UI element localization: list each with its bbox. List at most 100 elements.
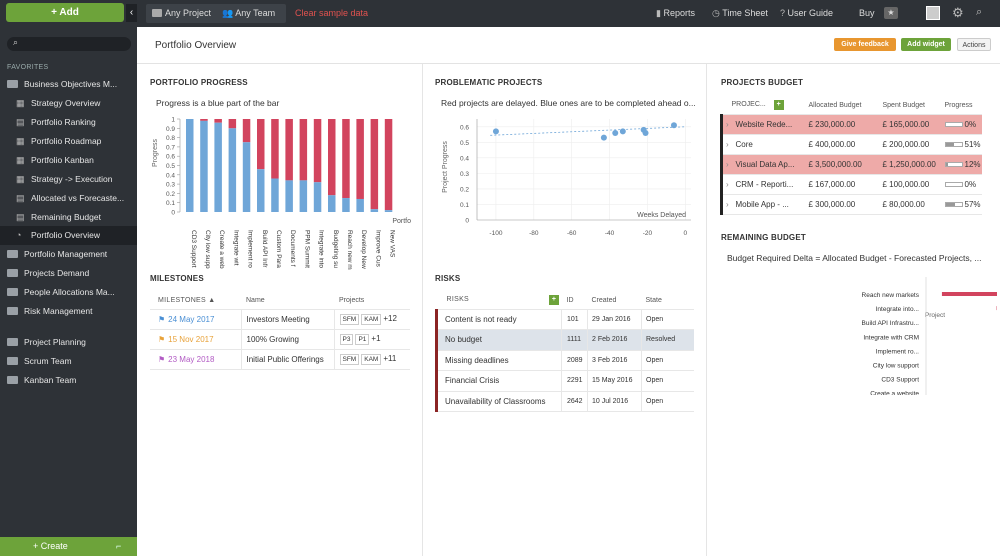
bar-progress[interactable] (342, 198, 350, 212)
bar-remaining[interactable] (328, 119, 336, 196)
table-row[interactable]: › Mobile App - ... £ 300,000.00 £ 80,000.00… (720, 194, 982, 215)
project-name[interactable]: CRM - Reporti... (731, 174, 809, 195)
project-name[interactable]: Mobile App - ... (731, 194, 809, 215)
bar-progress[interactable] (214, 122, 222, 212)
bar-progress[interactable] (257, 169, 265, 212)
expand-icon[interactable]: › (720, 114, 732, 135)
bar-remaining[interactable] (370, 119, 379, 210)
add-project-icon[interactable]: + (773, 100, 784, 111)
milestone-date-cell[interactable]: ⚑ 24 May 2017 (150, 309, 242, 330)
sidebar-item[interactable]: Risk Management (0, 302, 137, 321)
sidebar-item[interactable]: Kanban Team (0, 371, 137, 390)
bar-remaining[interactable] (299, 119, 308, 181)
clear-sample-data-link[interactable]: Clear sample data (295, 8, 369, 18)
bar-progress[interactable] (313, 182, 322, 212)
data-point[interactable] (492, 128, 499, 135)
bar-remaining[interactable] (384, 119, 393, 211)
bar-remaining[interactable] (228, 119, 237, 129)
team-filter[interactable]: 👥 Any Team (222, 8, 276, 18)
bar-remaining[interactable] (356, 119, 364, 199)
sidebar-item[interactable]: Scrum Team (0, 352, 137, 371)
risk-name[interactable]: No budget (435, 329, 562, 351)
data-point[interactable] (670, 122, 677, 129)
buy-link[interactable]: Buy (859, 8, 875, 18)
project-tag[interactable]: KAM (361, 353, 382, 365)
data-point[interactable] (612, 129, 619, 136)
table-row[interactable]: ⚑ 15 Nov 2017 100% Growing P3 P1 +1 (150, 329, 410, 350)
milestone-name[interactable]: 100% Growing (241, 329, 335, 350)
sidebar-item[interactable]: ▦ Strategy Overview (0, 94, 137, 113)
milestone-date-cell[interactable]: ⚑ 23 May 2018 (150, 349, 242, 370)
actions-button[interactable]: Actions (957, 38, 991, 51)
add-risk-icon[interactable]: + (549, 295, 560, 306)
bar-progress[interactable] (186, 119, 194, 212)
milestone-date-cell[interactable]: ⚑ 15 Nov 2017 (150, 329, 242, 350)
gear-icon[interactable]: ⚙ (952, 5, 964, 20)
milestone-name[interactable]: Investors Meeting (241, 309, 335, 330)
add-widget-button[interactable]: Add widget (901, 38, 951, 51)
risk-name[interactable]: Unavailability of Classrooms (435, 391, 562, 412)
bar-remaining[interactable] (200, 119, 208, 121)
bar-progress[interactable] (384, 210, 393, 212)
bar-remaining[interactable] (313, 119, 322, 183)
project-name[interactable]: Visual Data Ap... (731, 154, 809, 175)
risk-name[interactable]: Content is not ready (435, 309, 562, 330)
sidebar-item[interactable]: Portfolio Management (0, 245, 137, 264)
project-filter[interactable]: Any Project (152, 0, 211, 27)
table-row[interactable]: › Core £ 400,000.00 £ 200,000.00 51% (720, 134, 982, 155)
timesheet-link[interactable]: ◷ Time Sheet (712, 8, 768, 18)
bar-remaining[interactable] (271, 119, 279, 179)
reports-link[interactable]: ▮ Reports (656, 8, 695, 18)
project-name[interactable]: Website Rede... (731, 114, 809, 135)
budget-bar[interactable] (941, 292, 997, 296)
more-count[interactable]: +11 (383, 353, 397, 363)
bar-progress[interactable] (271, 178, 279, 212)
bar-remaining[interactable] (285, 119, 293, 181)
data-point[interactable] (642, 129, 649, 136)
project-tag[interactable]: SFM (339, 313, 360, 325)
column-header[interactable]: MILESTONES ▲ (150, 293, 241, 310)
collapse-icon[interactable]: ⌐ (116, 541, 122, 551)
bar-remaining[interactable] (214, 119, 222, 123)
sidebar-item[interactable]: ▦ Portfolio Kanban (0, 151, 137, 170)
column-header[interactable]: ID (561, 292, 588, 310)
data-point[interactable] (600, 134, 607, 141)
column-header[interactable]: Allocated Budget (808, 97, 883, 115)
table-row[interactable]: › Visual Data Ap... £ 3,500,000.00 £ 1,250,… (720, 154, 982, 175)
table-row[interactable]: › CRM - Reporti... £ 167,000.00 £ 100,000.0… (720, 174, 982, 195)
bar-progress[interactable] (370, 209, 379, 212)
table-row[interactable]: ⚑ 24 May 2017 Investors Meeting SFM KAM +12 (150, 309, 410, 330)
sidebar-item[interactable]: Projects Demand (0, 264, 137, 283)
bar-remaining[interactable] (257, 119, 265, 170)
risk-name[interactable]: Financial Crisis (435, 370, 562, 392)
expand-icon[interactable]: › (720, 194, 732, 215)
sidebar-item[interactable]: ▤ Allocated vs Forecaste... (0, 189, 137, 208)
sidebar-item[interactable]: ◔ Portfolio Overview (0, 226, 137, 245)
bar-remaining[interactable] (342, 119, 350, 199)
bar-progress[interactable] (242, 142, 251, 212)
bar-progress[interactable] (328, 195, 336, 212)
table-row[interactable]: No budget 1111 2 Feb 2016 Resolved (435, 329, 694, 351)
column-header[interactable]: Spent Budget (882, 97, 945, 115)
column-header[interactable]: Name (241, 293, 334, 310)
sidebar-item[interactable]: ▦ Strategy -> Execution (0, 170, 137, 189)
avatar[interactable] (926, 6, 940, 20)
collapse-sidebar-icon[interactable]: ‹ (126, 4, 137, 22)
expand-icon[interactable]: › (720, 134, 732, 155)
user-guide-link[interactable]: ? User Guide (780, 8, 834, 18)
more-count[interactable]: +12 (383, 313, 397, 323)
sidebar-item[interactable]: People Allocations Ma... (0, 283, 137, 302)
project-tag[interactable]: KAM (361, 313, 382, 325)
sidebar-item[interactable]: ▤ Remaining Budget (0, 208, 137, 227)
bar-progress[interactable] (228, 128, 237, 212)
table-row[interactable]: › Website Rede... £ 230,000.00 £ 165,000.00… (720, 114, 982, 135)
project-tag[interactable]: P1 (355, 333, 370, 345)
table-row[interactable]: Financial Crisis 2291 15 May 2016 Open (435, 370, 694, 392)
table-row[interactable]: Content is not ready 101 29 Jan 2016 Open (435, 309, 694, 330)
column-header[interactable]: Created (587, 292, 642, 310)
table-row[interactable]: Unavailability of Classrooms 2642 10 Jul 2… (435, 391, 694, 412)
more-count[interactable]: +1 (371, 333, 381, 343)
sidebar-item[interactable]: Business Objectives M... (0, 75, 137, 94)
bar-progress[interactable] (299, 180, 308, 212)
create-button[interactable]: + Create (33, 541, 68, 551)
